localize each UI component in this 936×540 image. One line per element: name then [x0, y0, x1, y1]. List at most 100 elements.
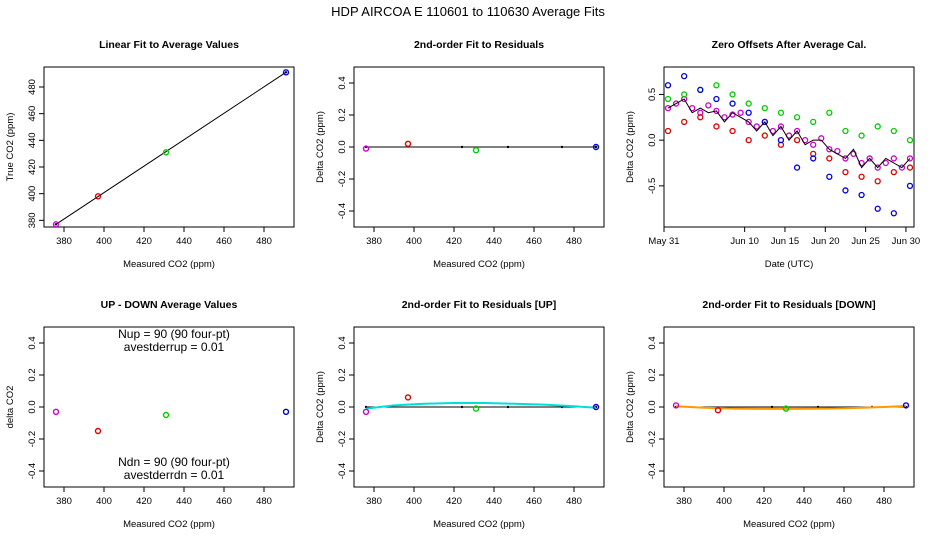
x-tick-label: Jun 20 [811, 236, 840, 247]
x-tick-label: Jun 30 [892, 236, 921, 247]
y-tick-label: 0.4 [27, 336, 38, 349]
series-point-red [906, 164, 914, 171]
y-tick-label: 0.0 [647, 134, 658, 147]
data-point-red [94, 193, 102, 200]
plot-area [362, 394, 600, 415]
series-point-red [745, 136, 752, 144]
series-point-red [697, 114, 704, 121]
x-tick-label: 420 [756, 496, 772, 507]
x-tick-label: Jun 10 [730, 236, 759, 247]
x-tick-label: 460 [216, 236, 232, 247]
y-axis-label: Delta CO2 (ppm) [625, 111, 636, 183]
x-axis-label: Measured CO2 (ppm) [433, 519, 525, 530]
fit-node [460, 145, 464, 149]
series-black-line [667, 98, 911, 169]
x-tick-label: 400 [96, 236, 112, 247]
x-tick-label: 420 [136, 496, 152, 507]
x-tick-label: 420 [446, 236, 462, 247]
series-point-purple [777, 123, 785, 130]
series-point-green [858, 132, 865, 139]
x-axis-label: Measured CO2 (ppm) [433, 259, 525, 270]
x-tick-label: 440 [486, 496, 502, 507]
y-tick-label: 0.5 [647, 88, 658, 101]
x-tick-label: 420 [446, 496, 462, 507]
fit-node [284, 71, 288, 74]
panel-4: UP - DOWN Average Values 380 400 420 440 460 4… [5, 299, 295, 530]
y-tick-label: 0.0 [337, 140, 348, 153]
y-axis-label: Delta CO2 (ppm) [315, 111, 326, 183]
series-point-blue [761, 118, 768, 126]
fit-line-cyan [365, 402, 597, 410]
x-axis-label: Measured CO2 (ppm) [743, 519, 835, 530]
series-point-purple [810, 141, 817, 148]
y-tick-label: -0.2 [337, 171, 348, 187]
y-tick-label: 0.4 [337, 76, 348, 89]
fit-node [506, 145, 510, 149]
x-tick-label: 400 [406, 236, 422, 247]
x-tick-label: 480 [566, 496, 582, 507]
y-tick-label: 460 [27, 106, 38, 122]
plot-area [362, 140, 600, 154]
x-tick-label: 480 [256, 236, 272, 247]
series-point-purple [842, 155, 849, 162]
series-point-blue [793, 164, 801, 171]
annotation-avestderrup: avestderrup = 0.01 [124, 340, 225, 354]
series-point-purple [826, 146, 833, 153]
panel-2: 2nd-order Fit to Residuals 380 400 420 440 46… [315, 39, 605, 270]
x-tick-label: 400 [96, 496, 112, 507]
fit-node [560, 145, 564, 149]
x-tick-label: 380 [676, 496, 692, 507]
y-tick-label: 0.2 [337, 108, 348, 121]
data-point-red [94, 427, 102, 435]
panel-title: 2nd-order Fit to Residuals [UP] [402, 299, 557, 311]
annotation-avestderrdn: avestderrdn = 0.01 [124, 468, 225, 482]
x-tick-label: 380 [366, 496, 382, 507]
x-tick-label: 400 [406, 496, 422, 507]
y-tick-label: 0.0 [337, 400, 348, 413]
series-point-green [810, 118, 817, 126]
series-point-blue [858, 191, 865, 199]
x-tick-label: Jun 15 [771, 236, 800, 247]
x-axis-label: Measured CO2 (ppm) [123, 519, 215, 530]
series-point-green [874, 123, 881, 130]
data-point-purple [362, 408, 370, 415]
plot-area [664, 72, 914, 217]
series-point-red [664, 127, 672, 135]
y-tick-label: -0.5 [647, 178, 658, 194]
y-tick-label: 0.4 [337, 336, 348, 349]
x-tick-label: 380 [56, 236, 72, 247]
y-tick-label: -0.4 [647, 463, 658, 479]
panel-title: 2nd-order Fit to Residuals [DOWN] [702, 299, 875, 311]
series-point-red [713, 123, 720, 130]
y-axis-label: True CO2 (ppm) [5, 113, 16, 182]
plot-frame [43, 66, 295, 228]
y-tick-label: 0.0 [647, 400, 658, 413]
series-point-purple [745, 118, 752, 126]
series-point-blue [729, 100, 736, 107]
series-point-red [761, 132, 768, 139]
series-point-green [826, 109, 833, 116]
series-point-purple [713, 107, 720, 115]
series-point-purple [898, 164, 906, 171]
series-point-blue [681, 72, 688, 80]
series-point-blue [826, 173, 833, 180]
suptitle: HDP AIRCOA E 110601 to 110630 Average Fi… [331, 4, 605, 19]
series-point-blue [874, 205, 881, 212]
series-point-blue [906, 182, 914, 190]
data-point-blue [592, 143, 600, 151]
x-tick-label: 440 [486, 236, 502, 247]
data-point-blue [592, 403, 600, 411]
series-point-green [906, 136, 914, 144]
x-tick-label: 460 [836, 496, 852, 507]
y-tick-label: 0.4 [647, 336, 658, 349]
series-point-purple [737, 109, 744, 116]
panel-3: Zero Offsets After Average Cal. May 31 Jun… [625, 39, 920, 270]
series-point-green [793, 114, 801, 121]
y-axis-label: delta CO2 [5, 386, 16, 429]
series-point-green [761, 104, 768, 112]
series-point-red [890, 168, 897, 176]
series-point-purple [721, 114, 728, 121]
x-tick-label: 480 [256, 496, 272, 507]
data-point-red [404, 140, 412, 148]
